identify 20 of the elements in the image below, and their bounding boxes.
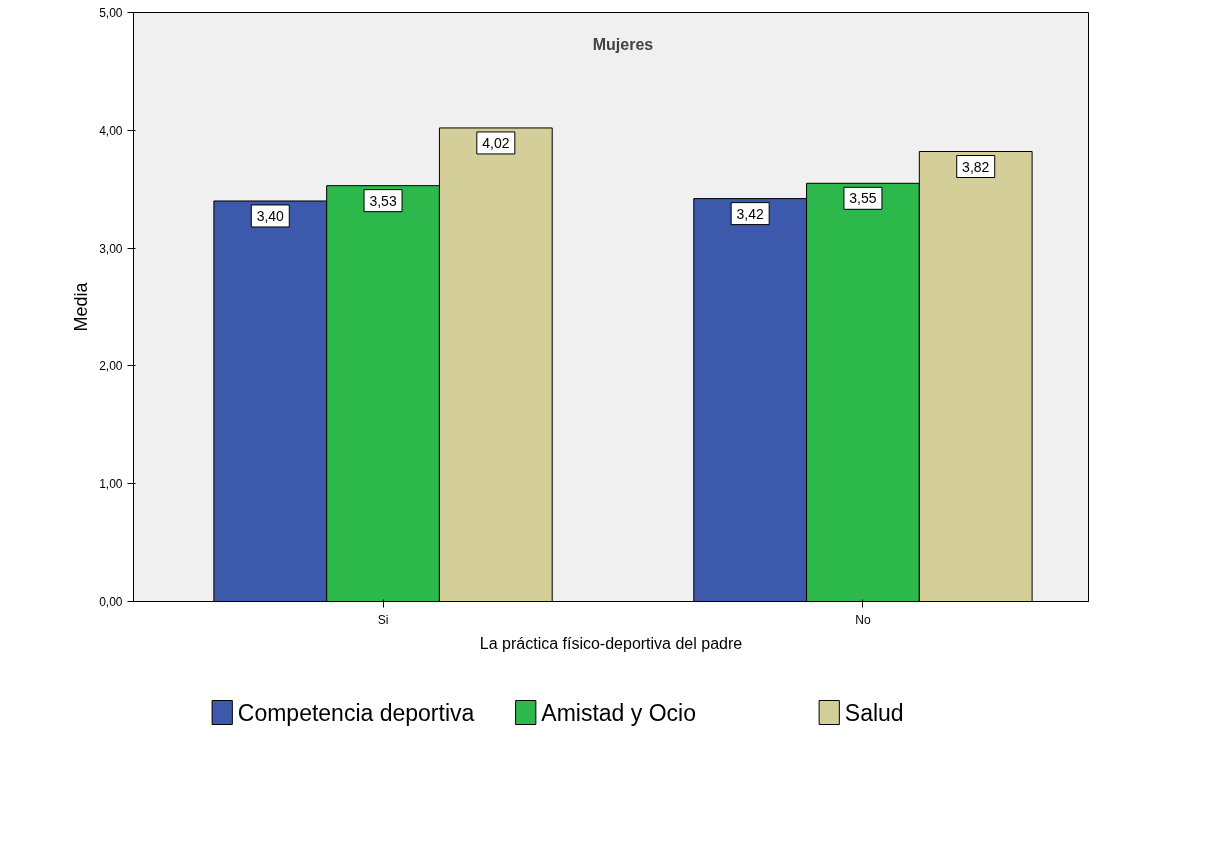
data-label: 3,42 [736,205,765,222]
legend-label: Competencia deportiva [237,699,475,726]
y-tick-label: 1,00 [99,477,123,492]
data-label: 3,82 [962,158,990,175]
x-tick-label: No [855,612,871,627]
y-tick-label: 4,00 [99,123,123,138]
data-label: 3,40 [256,207,285,224]
y-tick-label: 2,00 [99,359,123,374]
data-label: 3,53 [369,192,397,209]
y-tick-label: 5,00 [99,6,123,20]
text: Mujeres [592,36,654,53]
y-tick-label: 3,00 [99,241,123,256]
legend-label: Salud [844,699,904,726]
data-label: 3,55 [849,190,877,207]
y-tick-label: 0,00 [99,595,123,609]
x-tick-label: Si [377,612,389,627]
data-label: 4,02 [482,134,510,151]
legend-label: Amistad y Ocio [541,699,696,726]
x-axis-title: La práctica físico-deportiva del padre [479,634,743,652]
y-axis-title: Media [71,281,92,332]
